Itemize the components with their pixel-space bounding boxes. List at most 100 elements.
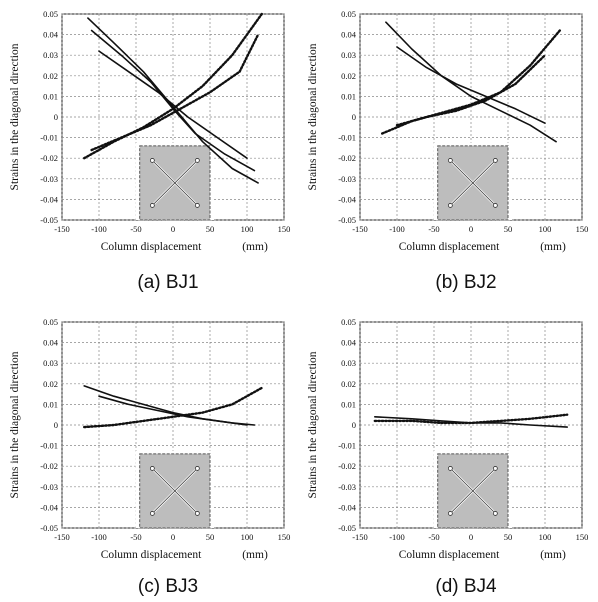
x-tick-label: 50 [206, 532, 215, 542]
x-tick-label: 100 [241, 224, 254, 234]
y-tick-label: 0.04 [341, 30, 357, 40]
y-tick-label: 0.04 [341, 338, 357, 348]
y-tick-label: 0.05 [43, 317, 58, 327]
y-tick-label: -0.02 [338, 153, 356, 163]
x-tick-label: 150 [278, 224, 291, 234]
y-tick-label: 0 [54, 420, 58, 430]
x-tick-label: 50 [504, 224, 513, 234]
x-axis-unit: (mm) [242, 549, 268, 561]
x-tick-label: 100 [539, 224, 552, 234]
y-tick-label: 0.01 [43, 91, 58, 101]
y-tick-label: 0.03 [43, 358, 58, 368]
series-line-5 [90, 33, 260, 152]
x-tick-label: -100 [389, 532, 405, 542]
y-axis-label: Strains in the diagonal direction [307, 351, 319, 498]
y-axis-label: Strains in the diagonal direction [9, 43, 21, 190]
y-tick-label: -0.02 [40, 461, 58, 471]
y-tick-label: 0.05 [341, 317, 356, 327]
x-tick-label: -50 [428, 224, 439, 234]
x-tick-label: 0 [469, 532, 473, 542]
y-tick-label: 0.01 [341, 91, 356, 101]
y-tick-label: -0.04 [40, 194, 58, 204]
y-tick-label: 0.01 [43, 399, 58, 409]
y-tick-label: 0 [54, 112, 58, 122]
series-line-1 [87, 17, 259, 184]
specimen-inset-icon [135, 142, 214, 221]
series-line-2 [98, 395, 248, 426]
y-tick-label: 0 [352, 420, 356, 430]
series-line-2 [396, 46, 546, 124]
y-tick-label: 0.04 [43, 30, 59, 40]
series-line-2 [373, 413, 569, 425]
x-tick-label: -150 [54, 224, 70, 234]
x-tick-label: 150 [278, 532, 291, 542]
y-tick-label: -0.02 [338, 461, 356, 471]
x-tick-label: 150 [576, 224, 589, 234]
specimen-inset-icon [433, 450, 512, 529]
y-tick-label: -0.03 [338, 482, 356, 492]
series-line-3 [98, 50, 248, 159]
specimen-inset-icon [433, 142, 512, 221]
caption-bj3: (c) BJ3 [137, 576, 199, 597]
y-tick-label: 0.02 [341, 379, 356, 389]
series-line-1 [385, 21, 557, 143]
x-axis-unit: (mm) [242, 241, 268, 253]
x-tick-label: 150 [576, 532, 589, 542]
y-tick-label: -0.02 [40, 153, 58, 163]
y-tick-label: 0.02 [43, 379, 58, 389]
caption-bj1: (a) BJ1 [137, 272, 199, 293]
y-tick-label: 0.03 [43, 50, 58, 60]
y-tick-label: -0.01 [40, 441, 58, 451]
chart-bj3: -0.05 -0.04 -0.03 -0.02 -0.01 0 0.01 0.02 0.03 0.… [9, 317, 291, 561]
x-tick-label: 50 [504, 532, 513, 542]
y-tick-label: -0.03 [338, 174, 356, 184]
y-axis-label: Strains in the diagonal direction [9, 351, 21, 498]
caption-bj2: (b) BJ2 [435, 272, 497, 293]
series-line-4 [82, 12, 263, 160]
x-tick-label: 50 [206, 224, 215, 234]
x-tick-label: -150 [54, 532, 70, 542]
y-tick-label: 0.04 [43, 338, 59, 348]
series-line-4 [395, 54, 547, 127]
y-tick-label: -0.05 [338, 523, 356, 533]
y-axis-label: Strains in the diagonal direction [307, 43, 319, 190]
y-tick-label: 0.03 [341, 50, 356, 60]
y-tick-label: 0.05 [341, 9, 356, 19]
y-tick-label: -0.03 [40, 174, 58, 184]
x-tick-label: -100 [91, 224, 107, 234]
y-tick-label: -0.01 [338, 133, 356, 143]
y-tick-label: -0.05 [40, 215, 58, 225]
x-tick-label: 0 [171, 532, 175, 542]
y-tick-label: -0.01 [40, 133, 58, 143]
y-tick-label: 0.02 [43, 71, 58, 81]
x-tick-label: 0 [469, 224, 473, 234]
x-tick-label: -100 [91, 532, 107, 542]
y-tick-label: -0.05 [40, 523, 58, 533]
x-tick-label: 100 [241, 532, 254, 542]
x-tick-label: -100 [389, 224, 405, 234]
y-tick-label: -0.03 [40, 482, 58, 492]
y-tick-label: -0.01 [338, 441, 356, 451]
y-tick-label: -0.05 [338, 215, 356, 225]
y-tick-label: 0 [352, 112, 356, 122]
y-tick-label: 0.03 [341, 358, 356, 368]
y-tick-label: 0.05 [43, 9, 58, 19]
series-line-3 [82, 386, 263, 429]
x-tick-label: -50 [428, 532, 439, 542]
x-tick-label: 0 [171, 224, 175, 234]
y-tick-label: 0.02 [341, 71, 356, 81]
y-tick-label: -0.04 [40, 502, 58, 512]
x-axis-label: Column displacement [101, 241, 202, 253]
x-tick-label: -150 [352, 224, 368, 234]
x-tick-label: 100 [539, 532, 552, 542]
chart-bj2: -0.05 -0.04 -0.03 -0.02 -0.01 0 0.01 0.02 0.03 0.… [307, 9, 589, 253]
chart-bj1: -0.05 -0.04 -0.03 -0.02 -0.01 0 0.01 0.02 0.03 0.… [9, 9, 291, 253]
x-tick-label: -50 [130, 224, 141, 234]
x-axis-label: Column displacement [399, 241, 500, 253]
chart-bj4: -0.05 -0.04 -0.03 -0.02 -0.01 0 0.01 0.02 0.03 0.… [307, 317, 589, 561]
y-tick-label: -0.04 [338, 502, 356, 512]
x-tick-label: -150 [352, 532, 368, 542]
x-axis-unit: (mm) [540, 549, 566, 561]
x-axis-unit: (mm) [540, 241, 566, 253]
